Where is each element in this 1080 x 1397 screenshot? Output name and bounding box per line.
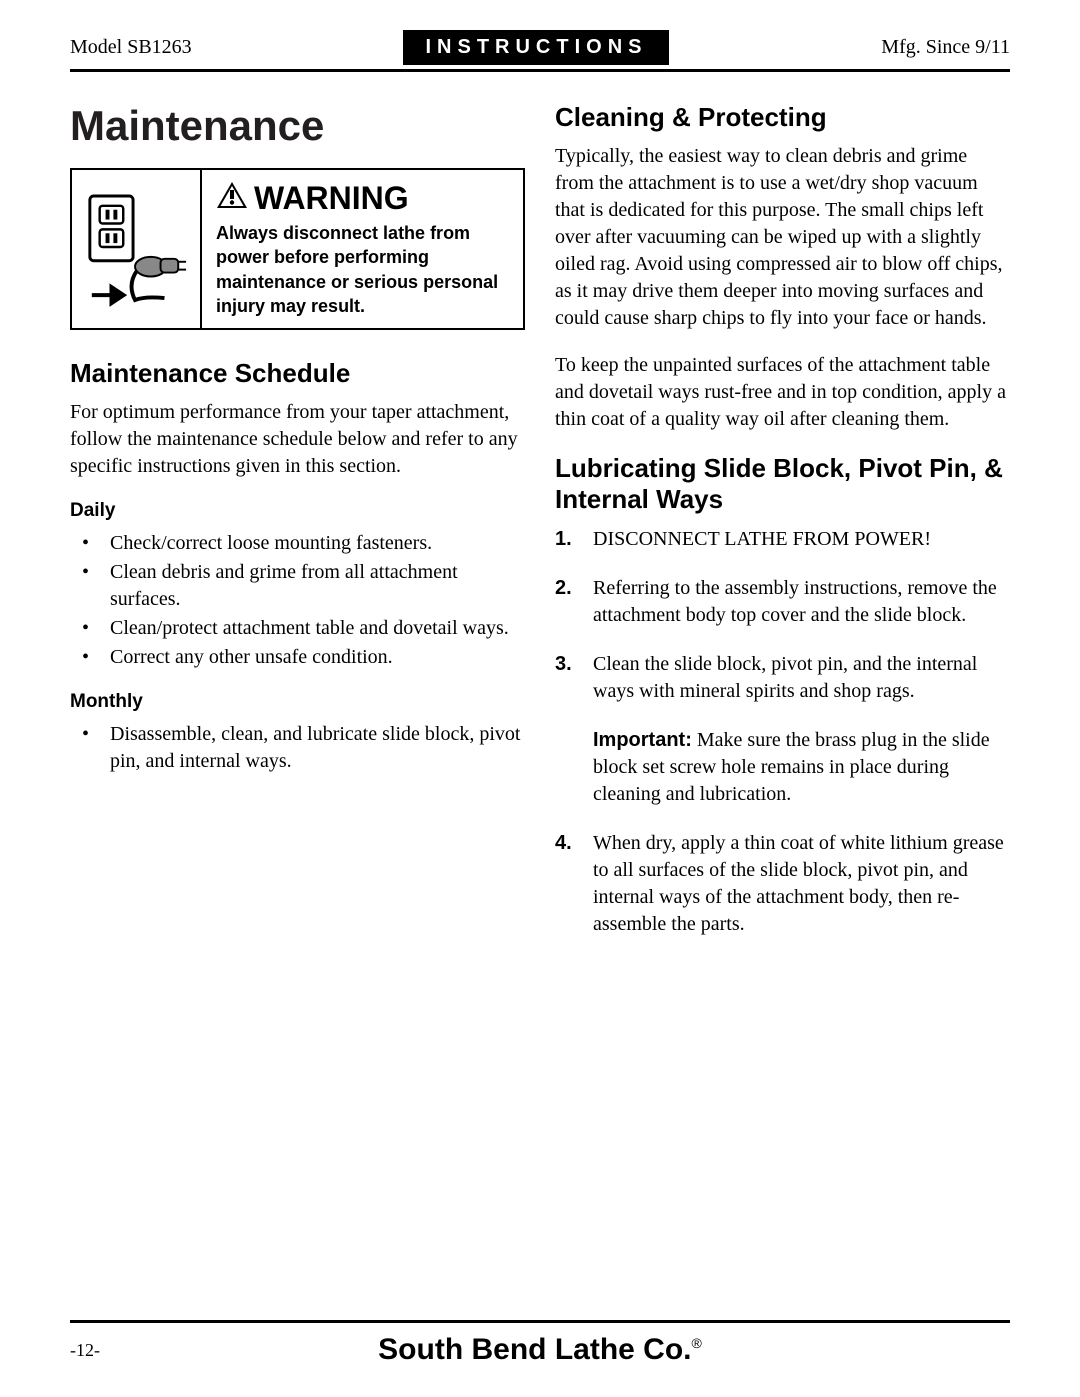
page-footer: -12- South Bend Lathe Co.® xyxy=(70,1320,1010,1367)
step-number: 4. xyxy=(555,830,572,857)
cleaning-p1: Typically, the easiest way to clean debr… xyxy=(555,143,1010,332)
lubrication-steps: 1. DISCONNECT LATHE FROM POWER! 2. Referri… xyxy=(555,526,1010,938)
page-number: -12- xyxy=(70,1340,100,1361)
step-item: 4. When dry, apply a thin coat of white l… xyxy=(555,830,1010,938)
important-note: Important: Make sure the brass plug in t… xyxy=(555,727,1010,808)
warning-title-text: WARNING xyxy=(254,180,409,217)
page-header: Model SB1263 INSTRUCTIONS Mfg. Since 9/1… xyxy=(70,30,1010,72)
company-text: South Bend Lathe Co. xyxy=(378,1333,691,1366)
warning-triangle-icon xyxy=(216,180,248,217)
step-number: 3. xyxy=(555,651,572,678)
header-title: INSTRUCTIONS xyxy=(403,30,669,65)
warning-box: WARNING Always disconnect lathe from pow… xyxy=(70,168,525,330)
cleaning-heading: Cleaning & Protecting xyxy=(555,102,1010,133)
maintenance-heading: Maintenance xyxy=(70,102,525,150)
warning-title: WARNING xyxy=(216,180,509,217)
lubricating-heading: Lubricating Slide Block, Pivot Pin, & In… xyxy=(555,453,1010,515)
monthly-heading: Monthly xyxy=(70,691,525,713)
right-column: Cleaning & Protecting Typically, the eas… xyxy=(555,102,1010,960)
list-item: Clean/protect attachment table and dovet… xyxy=(70,615,525,642)
warning-text: WARNING Always disconnect lathe from pow… xyxy=(202,170,523,328)
schedule-heading: Maintenance Schedule xyxy=(70,358,525,389)
step-item: 1. DISCONNECT LATHE FROM POWER! xyxy=(555,526,1010,553)
daily-list: Check/correct loose mounting fasteners. … xyxy=(70,530,525,671)
list-item: Disassemble, clean, and lubricate slide … xyxy=(70,721,525,775)
warning-body-text: Always disconnect lathe from power befor… xyxy=(216,221,509,318)
unplug-icon xyxy=(72,170,202,328)
step-text: When dry, apply a thin coat of white lit… xyxy=(593,832,1004,935)
step-item: 2. Referring to the assembly instructions… xyxy=(555,575,1010,629)
list-item: Correct any other unsafe condition. xyxy=(70,644,525,671)
header-model: Model SB1263 xyxy=(70,36,192,59)
step-item: 3. Clean the slide block, pivot pin, and … xyxy=(555,651,1010,705)
step-text: Referring to the assembly instructions, … xyxy=(593,577,997,626)
cleaning-p2: To keep the unpainted surfaces of the at… xyxy=(555,352,1010,433)
header-mfg: Mfg. Since 9/11 xyxy=(881,36,1010,59)
registered-mark: ® xyxy=(692,1335,702,1351)
step-number: 2. xyxy=(555,575,572,602)
important-label: Important: xyxy=(593,729,692,751)
left-column: Maintenance xyxy=(70,102,525,960)
step-text: Clean the slide block, pivot pin, and th… xyxy=(593,653,977,702)
step-text: DISCONNECT LATHE FROM POWER! xyxy=(593,528,931,550)
schedule-intro: For optimum performance from your taper … xyxy=(70,399,525,480)
company-name: South Bend Lathe Co.® xyxy=(378,1333,702,1367)
list-item: Check/correct loose mounting fasteners. xyxy=(70,530,525,557)
content-columns: Maintenance xyxy=(70,102,1010,960)
list-item: Clean debris and grime from all attachme… xyxy=(70,559,525,613)
daily-heading: Daily xyxy=(70,500,525,522)
footer-row: -12- South Bend Lathe Co.® xyxy=(70,1333,1010,1367)
monthly-list: Disassemble, clean, and lubricate slide … xyxy=(70,721,525,775)
step-number: 1. xyxy=(555,526,572,553)
footer-rule xyxy=(70,1320,1010,1323)
